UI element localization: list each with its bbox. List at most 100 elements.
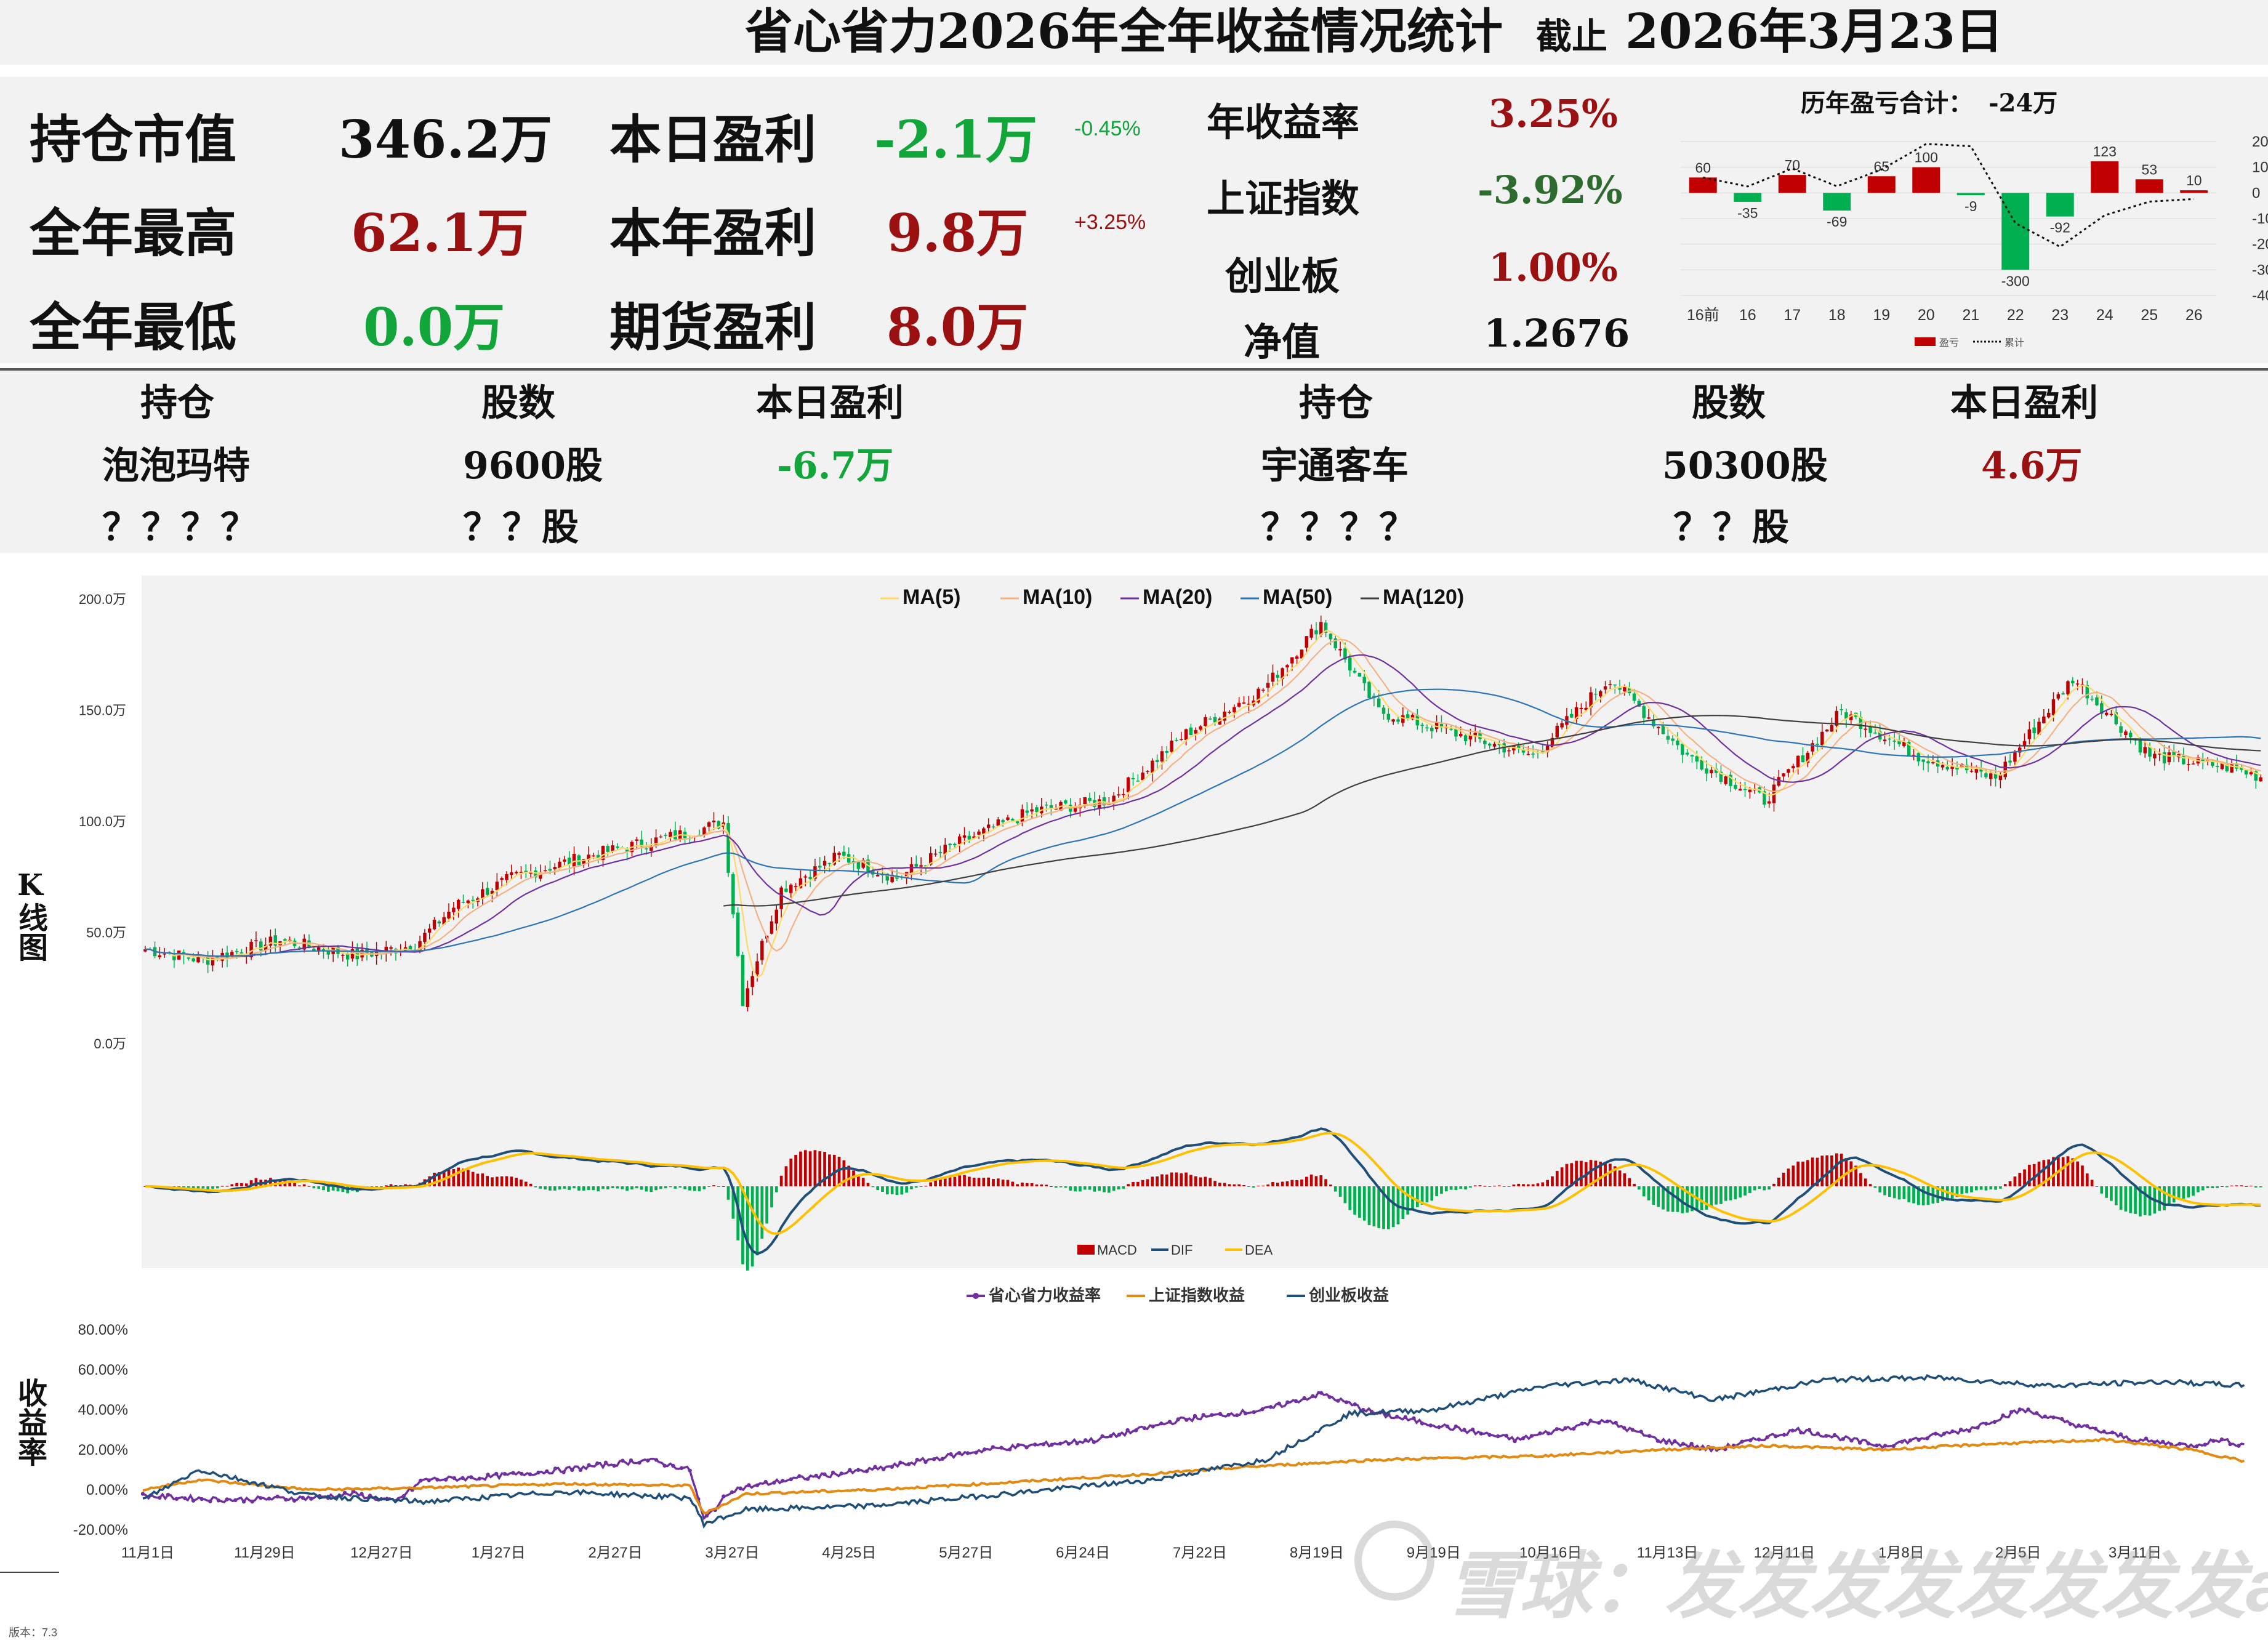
candle bbox=[818, 866, 822, 868]
candle bbox=[808, 877, 812, 879]
y-tick-label: -400 bbox=[2252, 287, 2268, 304]
data-label: -35 bbox=[1737, 205, 1758, 221]
macd-bar bbox=[2192, 1186, 2195, 1196]
y-tick-label: -20.00% bbox=[73, 1522, 128, 1538]
point bbox=[1066, 1442, 1071, 1446]
candlesticks bbox=[143, 615, 2262, 1011]
macd-bar bbox=[143, 1186, 147, 1187]
macd-bar bbox=[520, 1180, 523, 1186]
point bbox=[763, 1479, 768, 1484]
candle bbox=[1763, 791, 1766, 805]
macd-bar bbox=[1006, 1180, 1010, 1186]
macd-bar bbox=[876, 1186, 880, 1190]
macd-bar bbox=[1806, 1160, 1809, 1186]
candle bbox=[2046, 713, 2051, 718]
macd-bar bbox=[1864, 1178, 1867, 1186]
point bbox=[679, 1466, 684, 1470]
candle bbox=[1151, 760, 1154, 773]
x-tick-label: 19 bbox=[1873, 307, 1890, 324]
candle bbox=[1025, 810, 1029, 813]
candle bbox=[326, 949, 331, 955]
x-tick-label: 2月27日 bbox=[589, 1545, 643, 1561]
sh-index-label: 上证指数 bbox=[1207, 176, 1360, 221]
candle bbox=[2017, 747, 2022, 753]
candle bbox=[191, 958, 195, 962]
candle bbox=[822, 861, 827, 866]
candle bbox=[1993, 773, 1998, 779]
macd-bar bbox=[2225, 1186, 2229, 1188]
candle bbox=[456, 899, 460, 909]
point bbox=[2093, 1426, 2098, 1431]
macd-bar bbox=[269, 1178, 272, 1186]
point bbox=[360, 1492, 364, 1496]
macd-bar bbox=[1580, 1160, 1583, 1186]
point bbox=[1184, 1418, 1189, 1422]
macd-bar bbox=[1103, 1186, 1106, 1192]
candle bbox=[567, 858, 571, 865]
point bbox=[528, 1472, 533, 1477]
candle bbox=[432, 920, 436, 930]
footer-rule bbox=[0, 1572, 59, 1573]
macd-bar bbox=[1681, 1186, 1684, 1213]
macd-bar bbox=[1835, 1153, 1838, 1186]
col-stock-left: 持仓 bbox=[140, 382, 214, 425]
y-tick-label: -300 bbox=[2252, 262, 2268, 278]
candle bbox=[774, 909, 779, 924]
point bbox=[965, 1451, 970, 1455]
point bbox=[1201, 1413, 1205, 1417]
legend-marker bbox=[973, 1293, 979, 1299]
macd-bar bbox=[1628, 1178, 1631, 1186]
macd-bar bbox=[799, 1151, 802, 1186]
candle bbox=[1088, 797, 1092, 801]
point bbox=[233, 1498, 238, 1503]
data-label: 100 bbox=[1915, 150, 1938, 166]
macd-bar bbox=[857, 1176, 860, 1186]
macd-bar bbox=[211, 1186, 214, 1189]
candle bbox=[268, 936, 273, 946]
macd-bar bbox=[1724, 1186, 1727, 1201]
returns-side-label: 收益率 bbox=[12, 1378, 47, 1466]
macd-bar bbox=[341, 1186, 345, 1192]
candle bbox=[1131, 778, 1135, 779]
candle bbox=[1309, 629, 1313, 638]
macd-bar bbox=[1902, 1186, 1906, 1199]
candle bbox=[1020, 809, 1024, 822]
candle bbox=[1652, 719, 1655, 726]
point bbox=[2178, 1442, 2182, 1446]
point bbox=[511, 1471, 515, 1475]
macd-bar bbox=[1319, 1175, 1323, 1186]
point bbox=[1495, 1434, 1500, 1439]
holding-profit: -6.7万 bbox=[777, 444, 894, 488]
candle bbox=[1589, 692, 1593, 707]
point bbox=[401, 1493, 406, 1498]
point bbox=[477, 1476, 482, 1481]
candle bbox=[611, 845, 614, 851]
candle bbox=[837, 853, 841, 855]
candle bbox=[1897, 740, 1901, 745]
candle bbox=[1001, 820, 1005, 822]
candle bbox=[548, 869, 552, 871]
candle bbox=[1796, 755, 1800, 768]
candle bbox=[640, 839, 643, 847]
candle bbox=[2066, 681, 2070, 694]
point bbox=[2060, 1417, 2064, 1421]
point bbox=[1900, 1439, 1904, 1444]
point bbox=[873, 1465, 877, 1469]
point bbox=[931, 1457, 936, 1461]
candle bbox=[2240, 766, 2243, 770]
point bbox=[2161, 1439, 2165, 1444]
candle bbox=[1180, 739, 1183, 741]
macd-bar bbox=[649, 1186, 653, 1192]
macd-bar bbox=[1739, 1186, 1742, 1198]
candle bbox=[1333, 638, 1337, 649]
point bbox=[1125, 1428, 1130, 1433]
candle bbox=[1618, 686, 1622, 690]
macd-bar bbox=[2187, 1186, 2190, 1198]
macd-bar bbox=[625, 1186, 629, 1191]
point bbox=[1807, 1428, 1812, 1433]
macd-bar bbox=[1613, 1166, 1617, 1186]
candle bbox=[712, 821, 716, 822]
macd-bar bbox=[1146, 1179, 1149, 1186]
point bbox=[1210, 1413, 1214, 1417]
point bbox=[140, 1492, 145, 1496]
